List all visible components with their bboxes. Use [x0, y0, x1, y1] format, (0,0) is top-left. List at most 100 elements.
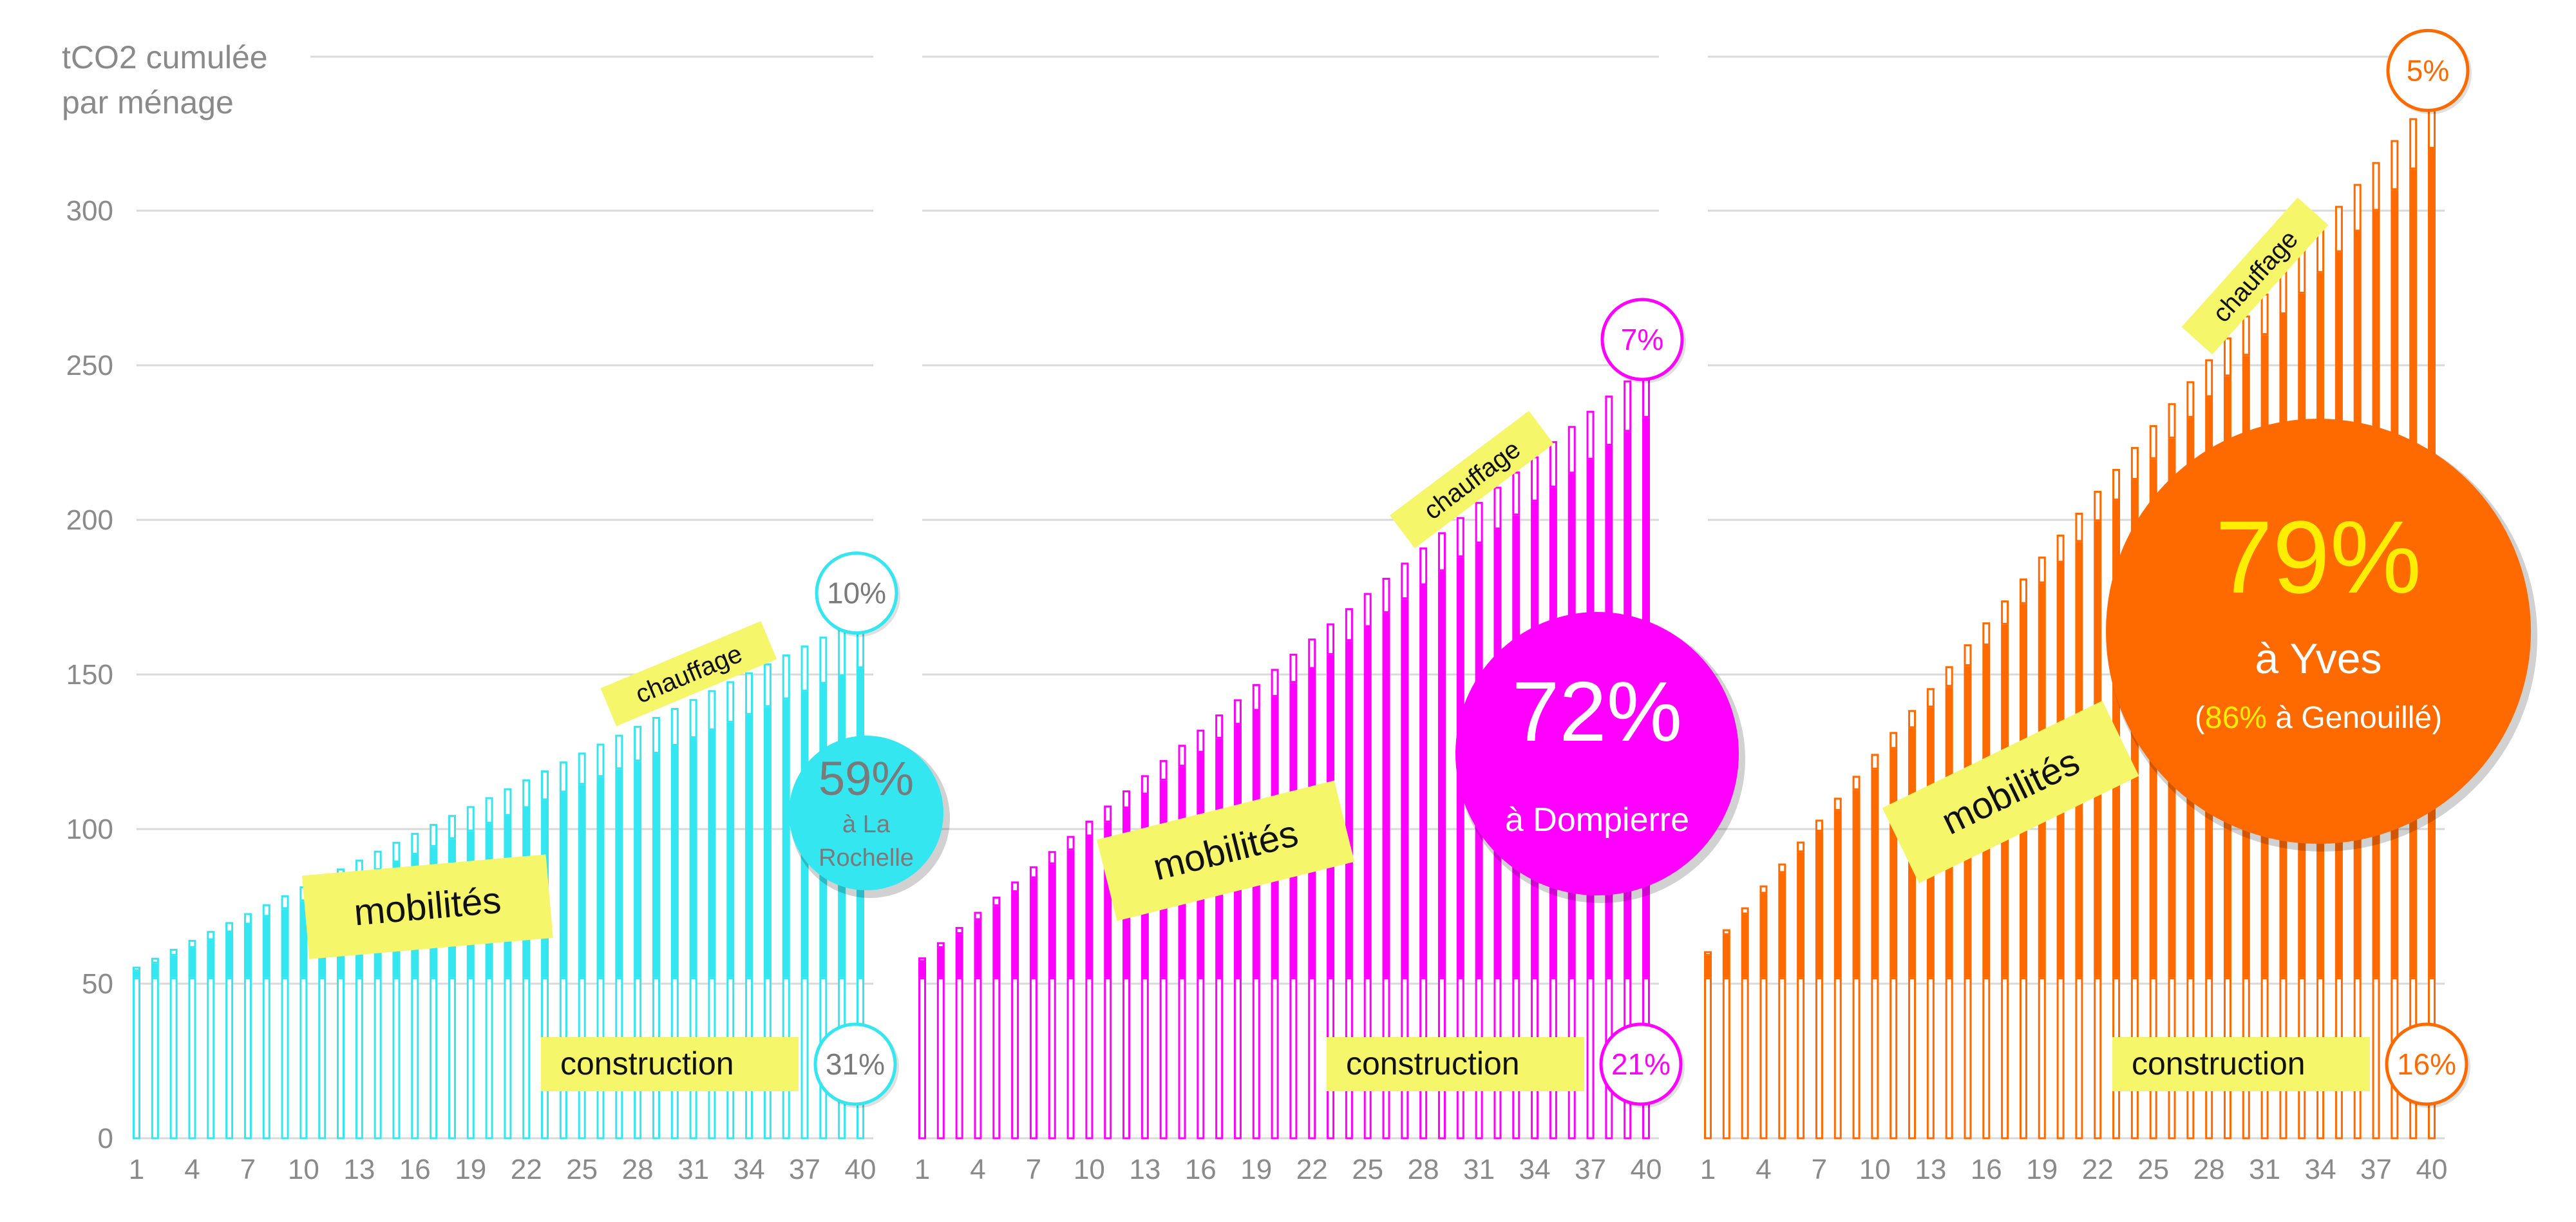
bar-chauffage — [1549, 441, 1557, 488]
bar-mobilites — [974, 920, 982, 978]
bar-chauffage — [2223, 337, 2231, 377]
bar-mobilites — [936, 948, 945, 978]
bar-mobilites — [1345, 641, 1353, 978]
construction-label-band — [2112, 1037, 2370, 1091]
bar-construction — [262, 977, 270, 1140]
bar-construction — [1852, 977, 1861, 1140]
mobilites-label-band — [1097, 780, 1355, 921]
chauffage-label: chauffage — [1419, 435, 1526, 525]
y-tick-label: 250 — [66, 350, 113, 381]
bar-construction — [1122, 977, 1131, 1140]
bar-chauffage — [504, 788, 512, 816]
mobilites-bubble-line1: à Dompierre — [1505, 801, 1689, 839]
bar-chauffage — [800, 645, 809, 692]
x-tick-label: 4 — [184, 1154, 200, 1185]
bar-chauffage — [578, 752, 586, 785]
bar-mobilites — [763, 707, 772, 978]
bar-construction — [1271, 977, 1279, 1140]
x-tick-label: 22 — [2082, 1154, 2114, 1185]
bar-chauffage — [1759, 885, 1768, 894]
bar-mobilites — [1029, 878, 1037, 978]
x-tick-label: 34 — [2305, 1154, 2336, 1185]
mobilites-bubble-line1: à Yves — [2255, 635, 2382, 682]
bar-chauffage — [1104, 805, 1112, 823]
bar-chauffage — [1345, 608, 1353, 642]
bar-chauffage — [2279, 271, 2287, 314]
x-tick-label: 19 — [1240, 1154, 1272, 1185]
chauffage-pct: 7% — [1621, 323, 1663, 356]
bar-mobilites — [708, 730, 716, 978]
bar-construction — [1889, 977, 1898, 1140]
bar-construction — [299, 977, 308, 1140]
bar-chauffage — [2298, 249, 2306, 294]
bar-construction — [281, 977, 289, 1140]
bar-construction — [992, 977, 1001, 1140]
bar-chauffage — [1363, 593, 1372, 627]
bar-chauffage — [1382, 577, 1390, 613]
bar-chauffage — [1475, 502, 1483, 544]
bar-chauffage — [1964, 644, 1972, 667]
bar-mobilites — [615, 769, 623, 978]
bar-construction — [374, 977, 382, 1140]
bar-chauffage — [974, 912, 982, 921]
mobilites-bubble — [1455, 612, 1739, 895]
bar-chauffage — [838, 627, 846, 676]
bar-chauffage — [1215, 714, 1224, 739]
mobilites-bubble-note: (86% à Genouillé) — [2195, 701, 2442, 735]
bar-construction — [1141, 977, 1149, 1140]
bar-mobilites — [1889, 749, 1898, 978]
x-tick-label: 16 — [1971, 1154, 2002, 1185]
bar-construction — [485, 977, 493, 1140]
mobilites-bubble-line2: Rochelle — [819, 845, 914, 872]
bar-chauffage — [1178, 745, 1186, 767]
bar-mobilites — [1704, 955, 1712, 978]
bar-mobilites — [1011, 892, 1019, 978]
bar-construction — [169, 977, 178, 1140]
bar-construction — [151, 977, 159, 1140]
chauffage-pct: 5% — [2407, 53, 2449, 87]
bar-mobilites — [1085, 836, 1094, 978]
x-tick-label: 40 — [1631, 1154, 1662, 1185]
bar-construction — [1159, 977, 1168, 1140]
chauffage-pct-circle — [1600, 298, 1684, 381]
bar-chauffage — [2186, 381, 2195, 418]
bar-chauffage — [2391, 140, 2399, 191]
bar-chauffage — [634, 725, 642, 762]
bar-chauffage — [1624, 380, 1632, 432]
bar-chauffage — [281, 895, 289, 910]
panel-yves: 1 4 7 10 13 16 19 22 25 28 31 34 37 40 construction 16%… — [1700, 28, 2537, 1185]
bar-mobilites — [133, 971, 140, 978]
bar-chauffage — [2409, 118, 2418, 170]
bar-mobilites — [726, 722, 735, 978]
bar-chauffage — [1945, 666, 1953, 687]
bar-construction — [411, 977, 419, 1140]
bar-chauffage — [1512, 471, 1520, 516]
x-tick-label: 7 — [1026, 1154, 1041, 1185]
x-tick-label: 13 — [1129, 1154, 1160, 1185]
bar-construction — [1066, 977, 1075, 1140]
bar-mobilites — [1833, 810, 1842, 978]
bar-mobilites — [1437, 571, 1446, 978]
bar-chauffage — [708, 690, 716, 730]
bar-chauffage — [466, 806, 475, 832]
bar-construction — [1945, 977, 1953, 1140]
bar-chauffage — [169, 948, 178, 956]
bar-construction — [1308, 977, 1316, 1140]
bar-chauffage — [745, 672, 753, 715]
bar-chauffage — [992, 896, 1001, 906]
bar-construction — [466, 977, 475, 1140]
x-tick-label: 28 — [622, 1154, 654, 1185]
bar-mobilites — [1778, 873, 1786, 978]
bar-chauffage — [1908, 710, 1917, 729]
bar-construction — [1048, 977, 1056, 1140]
bar-chauffage — [207, 931, 215, 940]
bar-mobilites — [188, 948, 196, 978]
bar-chauffage — [1493, 486, 1502, 530]
x-tick-label: 25 — [2137, 1154, 2169, 1185]
mobilites-bubble — [2106, 419, 2531, 844]
mobilites-label-band — [1882, 700, 2139, 884]
chauffage-label-band — [2181, 197, 2329, 355]
bar-chauffage — [2094, 490, 2102, 522]
bar-construction — [2019, 977, 2027, 1140]
bar-mobilites — [670, 746, 679, 978]
